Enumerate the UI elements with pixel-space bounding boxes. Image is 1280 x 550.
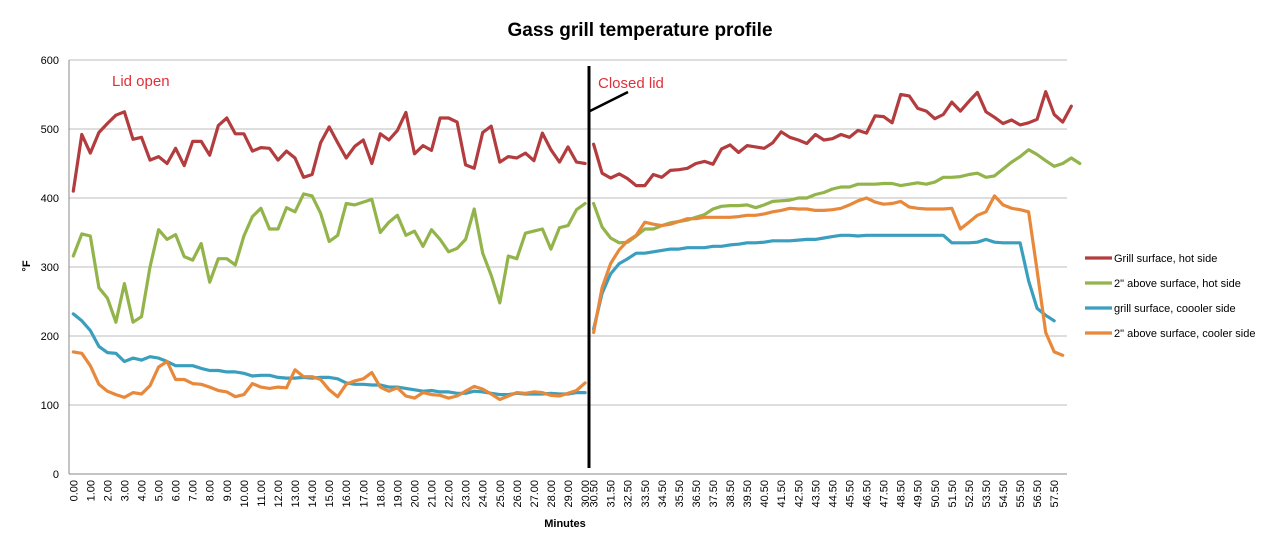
x-tick-label: 55.50 <box>1015 480 1027 508</box>
x-tick-label: 36.50 <box>691 480 703 508</box>
x-tick-label: 53.50 <box>981 480 993 508</box>
x-tick-label: 42.50 <box>793 480 805 508</box>
y-tick-label: 400 <box>41 193 59 205</box>
x-tick-label: 40.50 <box>759 480 771 508</box>
x-tick-label: 49.50 <box>913 480 925 508</box>
x-tick-label: 30.00 <box>580 480 592 508</box>
x-tick-label: 6.00 <box>171 480 183 501</box>
x-tick-label: 20.00 <box>409 480 421 508</box>
x-tick-label: 24.00 <box>478 480 490 508</box>
y-tick-label: 600 <box>41 55 59 67</box>
x-tick-label: 0.00 <box>68 480 80 501</box>
y-tick-label: 300 <box>41 262 59 274</box>
x-tick-label: 37.50 <box>708 480 720 508</box>
x-tick-label: 48.50 <box>896 480 908 508</box>
series-line <box>71 312 587 397</box>
x-tick-label: 56.50 <box>1032 480 1044 508</box>
series-lines <box>71 90 1082 402</box>
x-tick-label: 31.50 <box>606 480 618 508</box>
x-tick-label: 10.00 <box>239 480 251 508</box>
x-tick-label: 25.00 <box>495 480 507 508</box>
x-tick-label: 45.50 <box>844 480 856 508</box>
legend: Grill surface, hot side 2" above surface,… <box>1085 253 1256 340</box>
chart-title: Gass grill temperature profile <box>507 20 772 41</box>
y-tick-label: 100 <box>41 400 59 412</box>
legend-label: Grill surface, hot side <box>1114 253 1217 265</box>
x-tick-label: 52.50 <box>964 480 976 508</box>
x-tick-label: 41.50 <box>776 480 788 508</box>
legend-label: grill surface, coooler side <box>1114 303 1236 315</box>
series-line <box>71 192 587 324</box>
y-axis-ticks: 0 100 200 300 400 500 600 <box>41 55 59 481</box>
x-tick-label: 1.00 <box>85 480 97 501</box>
x-tick-label: 11.00 <box>256 480 268 507</box>
x-tick-label: 12.00 <box>273 480 285 508</box>
series-line <box>591 194 1065 357</box>
y-axis-title: °F <box>21 260 33 271</box>
x-tick-label: 4.00 <box>137 480 149 501</box>
lid-open-annotation: Lid open <box>112 73 170 90</box>
y-tick-label: 0 <box>53 469 59 481</box>
x-tick-label: 26.00 <box>512 480 524 508</box>
x-tick-label: 57.50 <box>1049 480 1061 508</box>
series-line <box>591 90 1073 188</box>
x-tick-label: 22.00 <box>444 480 456 508</box>
x-tick-label: 8.00 <box>205 480 217 501</box>
lid-arrow-line <box>587 90 629 114</box>
y-tick-label: 200 <box>41 331 59 343</box>
x-tick-label: 34.50 <box>657 480 669 508</box>
x-axis-ticks: 0.00 1.00 2.00 3.00 4.00 5.00 6.00 7.00 8.00 9.00… <box>68 480 1061 508</box>
x-tick-label: 18.00 <box>375 480 387 508</box>
x-tick-label: 3.00 <box>119 480 131 501</box>
x-tick-label: 5.00 <box>154 480 166 501</box>
x-tick-label: 38.50 <box>725 480 737 508</box>
x-tick-label: 9.00 <box>222 480 234 501</box>
x-tick-label: 33.50 <box>640 480 652 508</box>
x-tick-label: 44.50 <box>827 480 839 508</box>
x-tick-label: 54.50 <box>998 480 1010 508</box>
series-line <box>71 110 587 193</box>
x-tick-label: 16.00 <box>341 480 353 508</box>
x-tick-label: 35.50 <box>674 480 686 508</box>
x-tick-label: 19.00 <box>392 480 404 508</box>
gridlines <box>68 59 1067 475</box>
closed-lid-annotation: Closed lid <box>598 75 664 92</box>
x-tick-label: 13.00 <box>290 480 302 508</box>
x-tick-label: 46.50 <box>862 480 874 508</box>
x-tick-label: 7.00 <box>188 480 200 501</box>
x-tick-label: 47.50 <box>879 480 891 508</box>
x-tick-label: 23.00 <box>461 480 473 508</box>
x-tick-label: 39.50 <box>742 480 754 508</box>
x-tick-label: 21.00 <box>427 480 439 508</box>
y-tick-label: 500 <box>41 124 59 136</box>
x-tick-label: 17.00 <box>358 480 370 508</box>
x-tick-label: 30.50 <box>589 480 601 508</box>
legend-label: 2" above surface, hot side <box>1114 278 1241 290</box>
x-tick-label: 43.50 <box>810 480 822 508</box>
x-tick-label: 14.00 <box>307 480 319 508</box>
x-tick-label: 29.00 <box>563 480 575 508</box>
x-tick-label: 32.50 <box>623 480 635 508</box>
x-tick-label: 50.50 <box>930 480 942 508</box>
x-tick-label: 28.00 <box>546 480 558 508</box>
series-line <box>71 350 587 402</box>
x-tick-label: 15.00 <box>324 480 336 508</box>
legend-label: 2" above surface, cooler side <box>1114 328 1256 340</box>
x-tick-label: 27.00 <box>529 480 541 508</box>
x-axis-title: Minutes <box>544 518 586 530</box>
x-tick-label: 2.00 <box>102 480 114 501</box>
x-tick-label: 51.50 <box>947 480 959 508</box>
series-line <box>591 233 1056 331</box>
